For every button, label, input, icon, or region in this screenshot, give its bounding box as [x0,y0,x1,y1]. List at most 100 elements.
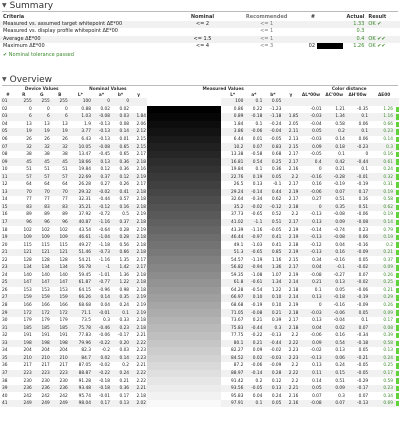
measured-a-cell: -1.08 [251,272,263,278]
measured-a-cell: 0.07 [244,143,264,151]
nominal-gamma-cell: 2.17 [136,257,147,263]
delta-h-cell: 0.1 [345,113,370,121]
nominal-b-cell: 0.20 [111,339,131,348]
collapse-arrow-icon[interactable]: ▼ [2,76,7,83]
device-r-cell: 45 [14,158,33,166]
delta-e-cell: 0.34 [369,392,399,400]
delta-e-value: 0.66 [383,121,393,127]
nominal-b-cell: 1.35 [119,257,130,263]
measured-l-cell: 22.76 [221,173,245,182]
nominal-l-cell: 56.78 [68,264,92,272]
delta-e-value: 0.32 [383,174,393,180]
sample-num-cell [297,21,315,28]
nominal-gamma-cell: 2.06 [136,121,147,127]
delta-e-value: 0.34 [383,393,393,399]
delta-e-cell: 0.24 [369,166,399,174]
summary-header[interactable]: ▼ Summary [2,0,398,12]
measured-l-cell: 73.67 [231,318,244,324]
device-b-cell: 70 [50,188,69,197]
delta-e-bar [396,159,399,165]
nominal-b-cell: 0.98 [119,287,130,293]
device-b-cell: 249 [50,399,69,408]
gray-swatch [147,354,222,363]
measured-a-cell: -0.18 [244,113,264,121]
delta-e-value: 0.69 [383,401,393,407]
measured-l-cell: 37.73 [231,212,244,218]
device-g-cell: 147 [32,279,51,287]
delta-h-cell: 0.1 [361,318,369,324]
table-row: 30 179 179 179 73.5 0.3 0.33 2.18 73.67 0.21 0.39 2… [1,316,399,325]
measured-gamma-cell: 2.17 [288,152,299,158]
delta-e-bar [396,144,399,150]
gray-swatch [147,347,222,355]
nominal-gamma-cell: 2.16 [136,167,147,173]
gray-swatch [147,309,222,317]
delta-e-cell: 0.14 [369,218,399,227]
measured-b-cell: 0.3 [263,324,283,332]
delta-h-cell: -0.29 [357,378,369,384]
measured-l-cell: 43.39 [231,227,244,233]
row-num-cell: 37 [1,369,15,378]
measured-a-cell: -0.19 [251,303,263,309]
delta-e-value: 0.79 [383,227,393,233]
measured-a-cell: -0.06 [244,128,264,136]
gray-swatch [147,98,222,106]
gray-swatch [147,165,222,174]
delta-h-cell: -0.17 [345,384,370,393]
nominal-l-cell: 32.31 [78,197,91,203]
delta-h-cell: -0.34 [357,333,369,339]
delta-l-cell: -0.06 [310,333,322,339]
delta-e-bar [396,197,399,203]
device-g-cell: 0 [46,106,50,112]
measured-l-cell: 35.2 [221,203,245,212]
measured-gamma-cell: 2.15 [288,257,299,263]
nominal-a-cell: -0.13 [98,121,111,127]
summary-row: Average ΔE*00 <= 1.5 <= 1 0.4 OK ✔✔ [0,35,400,43]
device-r-cell: 242 [23,393,32,399]
nominal-gamma-cell: 2.18 [130,218,148,227]
device-r-cell: 89 [26,212,32,218]
nominal-b-cell: 0.65 [119,152,130,158]
delta-h-cell: -0.16 [357,242,369,248]
delta-c-cell: 0.54 [322,339,346,348]
measured-b-cell: 0.13 [263,384,283,393]
delta-c-cell: 0.07 [322,399,346,408]
delta-e-bar [396,182,399,188]
device-r-cell: 32 [14,143,33,151]
measured-l-cell: 6.44 [233,137,244,142]
measured-a-cell: 0.1 [244,399,264,408]
device-b-cell: 128 [59,257,68,263]
recommended-cell: <= 1 [260,21,274,28]
delta-c-cell: 0.51 [335,378,345,384]
nominal-b-cell: 0 [111,98,131,106]
row-num-cell: 13 [1,188,15,197]
row-num-cell: 36 [2,363,8,369]
measured-gamma-cell: 2.16 [288,167,299,173]
measured-l-cell: 59.35 [231,272,244,278]
row-num-cell: 35 [1,354,15,363]
delta-c-cell: 0.16 [322,248,346,257]
measured-l-cell: 16.81 [221,158,245,166]
collapse-arrow-icon[interactable]: ▼ [2,2,7,9]
measured-l-cell: 97.91 [221,399,245,408]
measured-a-cell: 0.54 [244,158,264,166]
nominal-a-cell: -1.16 [91,218,112,227]
delta-e-cell: 0.62 [369,203,399,212]
measured-b-cell: 1.34 [263,279,283,287]
delta-h-cell: 0.1 [361,167,369,173]
criteria-cell: Maximum ΔE*00 [3,42,45,49]
delta-e-bar [396,355,399,362]
gray-swatch [147,150,222,159]
device-b-cell: 255 [50,98,69,106]
nominal-b-cell: 0.24 [119,303,130,309]
gray-swatch [147,113,222,121]
device-g-cell: 121 [32,248,51,257]
delta-e-value: 0.16 [383,152,393,158]
device-b-cell: 89 [62,212,68,218]
delta-e-bar [396,166,399,173]
gray-swatch [147,377,222,385]
delta-h-cell: 0.06 [345,233,370,242]
overview-header[interactable]: ▼ Overview [2,74,398,86]
table-row: 28 166 166 166 68.68 0.04 0.24 2.19 68.68 -0.19 0.… [1,301,399,310]
nominal-gamma-cell: 2.18 [136,287,147,293]
